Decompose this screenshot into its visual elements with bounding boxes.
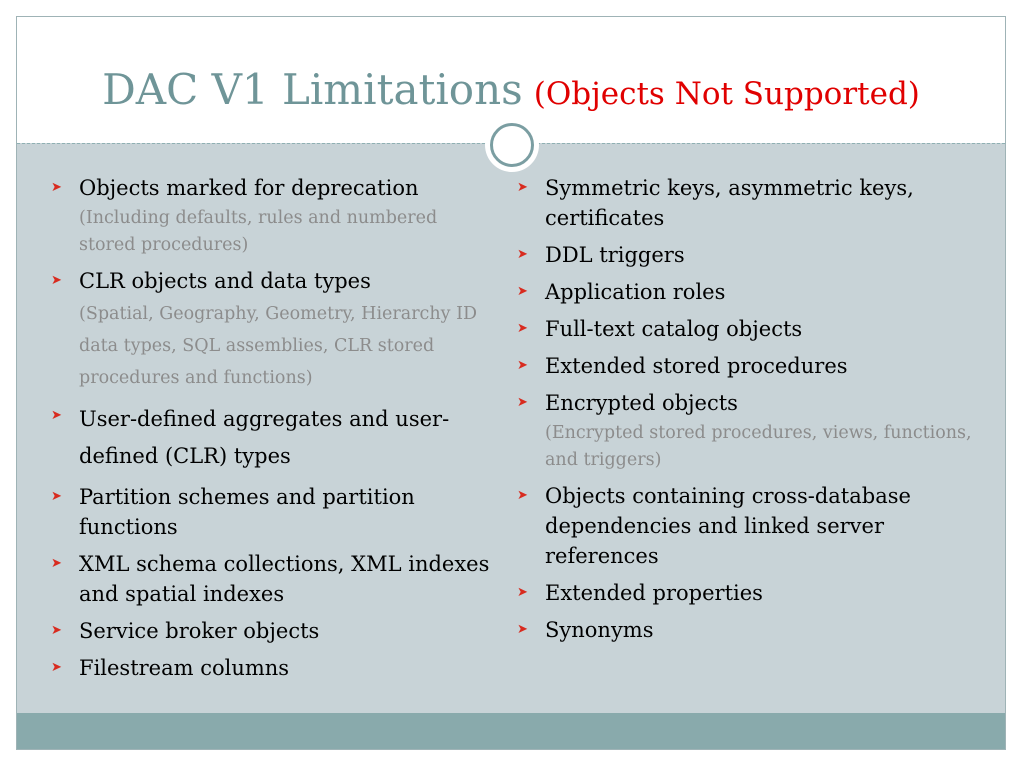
list-item: ➤ Application roles (515, 277, 985, 307)
item-text: DDL triggers (545, 243, 685, 267)
arrow-bullet-icon: ➤ (517, 180, 528, 195)
item-text: XML schema collections, XML indexes and … (79, 552, 490, 606)
item-text: Service broker objects (79, 619, 320, 643)
list-item: ➤ Synonyms (515, 615, 985, 645)
list-item: ➤ Full-text catalog objects (515, 314, 985, 344)
arrow-bullet-icon: ➤ (517, 622, 528, 637)
circle-ornament-icon (485, 118, 539, 172)
arrow-bullet-icon: ➤ (51, 660, 62, 675)
arrow-bullet-icon: ➤ (51, 408, 62, 423)
item-text: Extended properties (545, 581, 763, 605)
arrow-bullet-icon: ➤ (517, 395, 528, 410)
right-column: ➤ Symmetric keys, asymmetric keys, certi… (515, 173, 985, 652)
arrow-bullet-icon: ➤ (51, 623, 62, 638)
list-item: ➤ Symmetric keys, asymmetric keys, certi… (515, 173, 985, 233)
left-column: ➤ Objects marked for deprecation (Includ… (49, 173, 499, 690)
arrow-bullet-icon: ➤ (517, 321, 528, 336)
item-text: CLR objects and data types (79, 269, 371, 293)
arrow-bullet-icon: ➤ (517, 358, 528, 373)
item-text: Symmetric keys, asymmetric keys, certifi… (545, 176, 914, 230)
arrow-bullet-icon: ➤ (517, 585, 528, 600)
item-text: User-defined aggregates and user-defined… (79, 407, 450, 468)
item-text: Synonyms (545, 618, 654, 642)
left-bullet-list: ➤ Objects marked for deprecation (Includ… (49, 173, 499, 683)
item-note: (Encrypted stored procedures, views, fun… (545, 423, 972, 470)
arrow-bullet-icon: ➤ (51, 273, 62, 288)
item-text: Objects containing cross-database depend… (545, 484, 911, 568)
arrow-bullet-icon: ➤ (517, 284, 528, 299)
item-text: Filestream columns (79, 656, 290, 680)
footer-bar (17, 713, 1005, 749)
item-text: Objects marked for deprecation (79, 176, 419, 200)
arrow-bullet-icon: ➤ (517, 247, 528, 262)
arrow-bullet-icon: ➤ (517, 488, 528, 503)
title-subtitle: (Objects Not Supported) (533, 76, 920, 112)
title-main: DAC V1 Limitations (102, 65, 523, 114)
list-item: ➤ Extended properties (515, 578, 985, 608)
item-text: Full-text catalog objects (545, 317, 803, 341)
item-note: (Spatial, Geography, Geometry, Hierarchy… (79, 304, 478, 388)
list-item: ➤ Partition schemes and partition functi… (49, 482, 499, 542)
arrow-bullet-icon: ➤ (51, 489, 62, 504)
list-item: ➤ Objects containing cross-database depe… (515, 481, 985, 571)
list-item: ➤ CLR objects and data types (Spatial, G… (49, 266, 499, 394)
list-item: ➤ User-defined aggregates and user-defin… (49, 401, 499, 475)
list-item: ➤ DDL triggers (515, 240, 985, 270)
slide-frame: DAC V1 Limitations (Objects Not Supporte… (16, 16, 1006, 750)
list-item: ➤ Extended stored procedures (515, 351, 985, 381)
list-item: ➤ Objects marked for deprecation (Includ… (49, 173, 499, 259)
item-note: (Including defaults, rules and numbered … (79, 208, 438, 255)
right-bullet-list: ➤ Symmetric keys, asymmetric keys, certi… (515, 173, 985, 645)
circle-ring (490, 123, 534, 167)
arrow-bullet-icon: ➤ (51, 556, 62, 571)
item-text: Extended stored procedures (545, 354, 848, 378)
list-item: ➤ Service broker objects (49, 616, 499, 646)
list-item: ➤ XML schema collections, XML indexes an… (49, 549, 499, 609)
arrow-bullet-icon: ➤ (51, 180, 62, 195)
list-item: ➤ Filestream columns (49, 653, 499, 683)
item-text: Partition schemes and partition function… (79, 485, 415, 539)
list-item: ➤ Encrypted objects (Encrypted stored pr… (515, 388, 985, 474)
item-text: Encrypted objects (545, 391, 738, 415)
slide-title: DAC V1 Limitations (Objects Not Supporte… (17, 65, 1005, 114)
item-text: Application roles (545, 280, 726, 304)
